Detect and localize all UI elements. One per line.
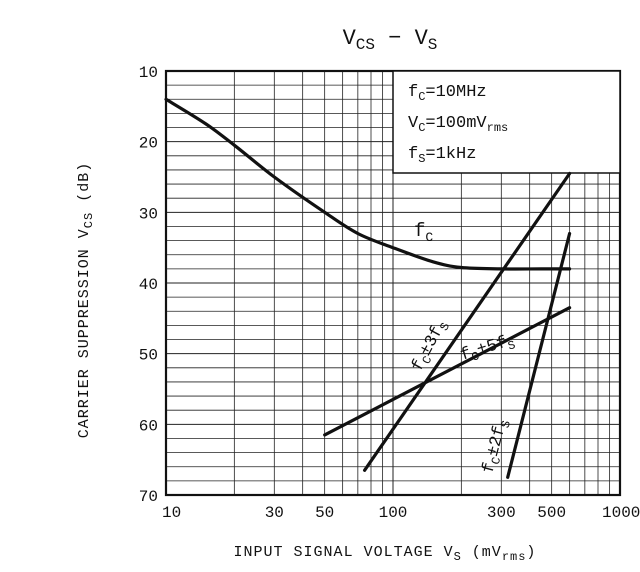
x-tick-label: 10 xyxy=(162,504,181,522)
x-axis-label: INPUT SIGNAL VOLTAGE VS (mVrms) xyxy=(234,544,537,564)
series-label-fc-5fs: fC±5fS xyxy=(458,331,517,367)
series-label-fc-2fs: fC±2fS xyxy=(479,417,514,476)
x-tick-label: 100 xyxy=(379,504,408,522)
x-tick-label: 50 xyxy=(315,504,334,522)
x-tick-label: 30 xyxy=(265,504,284,522)
series xyxy=(164,97,572,479)
y-tick-label: 70 xyxy=(139,488,158,506)
series-fc-2fs xyxy=(506,231,572,479)
y-tick-label: 50 xyxy=(139,347,158,365)
series-fc-5fs xyxy=(323,306,572,437)
condition-vc: VC=100mVrms xyxy=(408,114,508,135)
y-tick-label: 20 xyxy=(139,135,158,153)
y-axis-label: CARRIER SUPPRESSION VCS (dB) xyxy=(76,162,96,438)
conditions-box-frame xyxy=(392,70,621,174)
series-label-fc-3fs: fC±3fS xyxy=(409,317,453,376)
conditions-box: fC=10MHz VC=100mVrms fS=1kHz xyxy=(392,70,621,174)
y-tick-label: 10 xyxy=(139,64,158,82)
x-tick-label: 300 xyxy=(487,504,516,522)
condition-fc: fC=10MHz xyxy=(408,83,487,104)
series-label-fc: fC xyxy=(414,220,433,245)
chart-title: VCS − VS xyxy=(343,26,438,54)
x-tick-label: 1000 xyxy=(602,504,640,522)
x-tick-label: 500 xyxy=(537,504,566,522)
y-tick-label: 40 xyxy=(139,276,158,294)
y-tick-label: 60 xyxy=(139,417,158,435)
y-tick-label: 30 xyxy=(139,205,158,223)
series-fc-3fs xyxy=(363,171,572,472)
condition-fs: fS=1kHz xyxy=(408,145,476,166)
